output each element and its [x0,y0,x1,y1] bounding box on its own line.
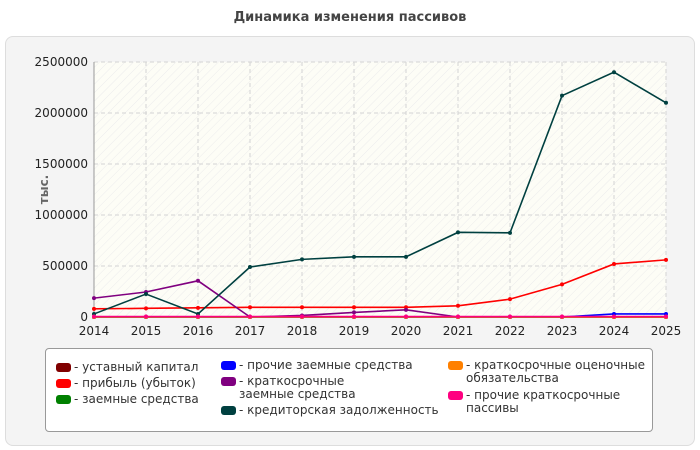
legend-swatch [56,363,71,372]
legend-swatch [56,379,71,388]
legend-label: - прочие заемные средства [239,358,413,372]
chart-title: Динамика изменения пассивов [233,10,467,25]
data-point [92,296,96,301]
x-tick-label: 2016 [183,324,214,338]
x-tick-label: 2014 [79,324,110,338]
legend-item-prochie-zaemnye: - прочие заемные средства [221,359,436,372]
data-point [404,254,408,259]
legend-swatch [56,395,71,404]
data-point [664,257,668,262]
data-point [248,305,252,310]
x-tick-label: 2022 [495,324,526,338]
legend-item-prochie-passivy: - прочие краткосрочные пассивы [448,389,648,415]
data-point [92,306,96,311]
legend-swatch [221,406,236,415]
data-point [248,314,252,319]
data-point [196,278,200,283]
legend-swatch [448,361,463,370]
data-point [664,100,668,105]
y-tick-label: 500000 [42,259,88,273]
data-point [456,314,460,319]
x-tick-label: 2018 [287,324,318,338]
legend-item-zaemnye-sredstva: - заемные средства [56,393,211,406]
x-tick-label: 2015 [131,324,162,338]
y-tick-label: 2000000 [35,106,88,120]
data-point [352,310,356,315]
data-point [560,314,564,319]
data-point [92,314,96,319]
data-point [404,314,408,319]
legend-label: - краткосрочные оценочные обязательства [466,358,645,385]
data-point [248,265,252,270]
x-tick-label: 2021 [443,324,474,338]
legend-item-kratkosrochnye-zaemnye: - краткосрочные заемные средства [221,375,391,401]
data-point [612,261,616,266]
legend-label: - кредиторская задолженность [239,403,439,417]
y-axis-label: тыс. [37,175,51,204]
y-tick-label: 1000000 [35,208,88,222]
data-point [508,297,512,302]
y-tick-label: 1500000 [35,157,88,171]
data-point [456,303,460,308]
data-point [196,305,200,310]
x-tick-label: 2017 [235,324,266,338]
legend-swatch [221,361,236,370]
data-point [508,230,512,235]
series-line [93,71,667,315]
y-tick-label: 2500000 [35,55,88,69]
data-point [352,305,356,310]
legend-label: - уставный капитал [74,360,199,374]
data-point [612,70,616,75]
y-tick-label: 0 [80,310,88,324]
data-point [144,314,148,319]
data-point [352,254,356,259]
x-tick-label: 2019 [339,324,370,338]
plot-area [94,62,666,317]
x-tick-label: 2020 [391,324,422,338]
data-point [352,314,356,319]
data-point [196,314,200,319]
data-point [300,314,304,319]
x-tick-label: 2025 [651,324,682,338]
data-point [300,257,304,262]
data-point [456,230,460,235]
legend-item-kreditorskaya: - кредиторская задолженность [221,404,446,417]
legend-label: - заемные средства [74,392,199,406]
legend-label: - краткосрочные заемные средства [239,374,356,401]
data-point [560,93,564,98]
data-point [300,305,304,310]
data-point [144,292,148,297]
x-tick-label: 2024 [599,324,630,338]
data-point [144,306,148,311]
data-point [508,314,512,319]
legend-swatch [448,391,463,400]
data-point [612,314,616,319]
legend-item-ocenochnye-obyazatelstva: - краткосрочные оценочные обязательства [448,359,648,385]
legend-swatch [221,377,236,386]
legend-item-pribyl: - прибыль (убыток) [56,377,211,390]
series-line [93,259,667,310]
data-point [560,282,564,287]
data-point [664,314,668,319]
x-tick-label: 2023 [547,324,578,338]
legend-label: - прочие краткосрочные пассивы [466,388,621,415]
legend-label: - прибыль (убыток) [74,376,196,390]
legend-item-ustavny-kapital: - уставный капитал [56,361,211,374]
data-point [404,307,408,312]
chart-legend: - уставный капитал - прибыль (убыток) - … [45,348,653,432]
